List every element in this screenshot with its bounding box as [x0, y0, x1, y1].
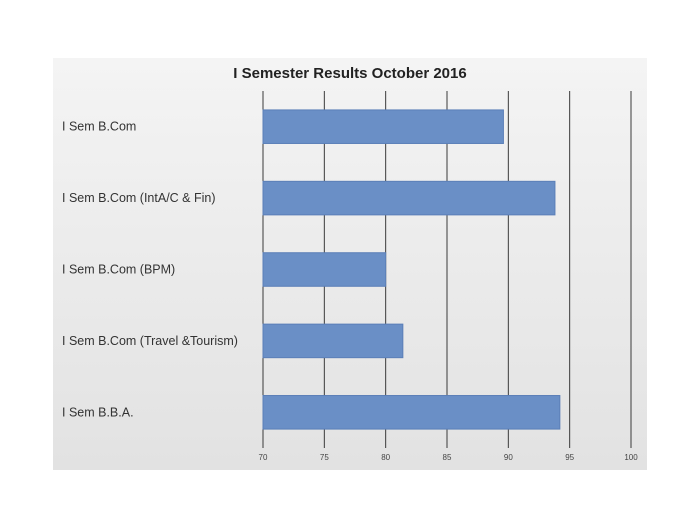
- bar: [262, 252, 387, 287]
- x-tick-label: 70: [259, 453, 268, 462]
- x-tick-label: 90: [504, 453, 513, 462]
- bar-chart: I Semester Results October 2016 I Sem B.…: [62, 65, 639, 462]
- chart-title: I Semester Results October 2016: [233, 65, 466, 82]
- x-tick-label: 75: [320, 453, 329, 462]
- bar: [262, 109, 504, 144]
- bar: [262, 323, 404, 359]
- category-labels: I Sem B.Com I Sem B.Com (IntA/C & Fin) I S…: [62, 120, 238, 420]
- x-tick-label: 100: [624, 453, 638, 462]
- x-axis-tick-labels: 70 75 80 85 90 95 100: [259, 453, 639, 462]
- x-tick-label: 85: [443, 453, 452, 462]
- category-label: I Sem B.Com (Travel &Tourism): [62, 334, 238, 348]
- category-label: I Sem B.Com (IntA/C & Fin): [62, 191, 216, 205]
- category-label: I Sem B.B.A.: [62, 405, 134, 419]
- chart-frame: I Semester Results October 2016 I Sem B.…: [53, 58, 647, 470]
- x-tick-label: 80: [381, 453, 390, 462]
- category-label: I Sem B.Com: [62, 120, 136, 134]
- bar: [262, 395, 561, 430]
- x-tick-label: 95: [565, 453, 574, 462]
- bar: [262, 180, 556, 216]
- category-label: I Sem B.Com (BPM): [62, 263, 175, 277]
- bars: [262, 109, 561, 430]
